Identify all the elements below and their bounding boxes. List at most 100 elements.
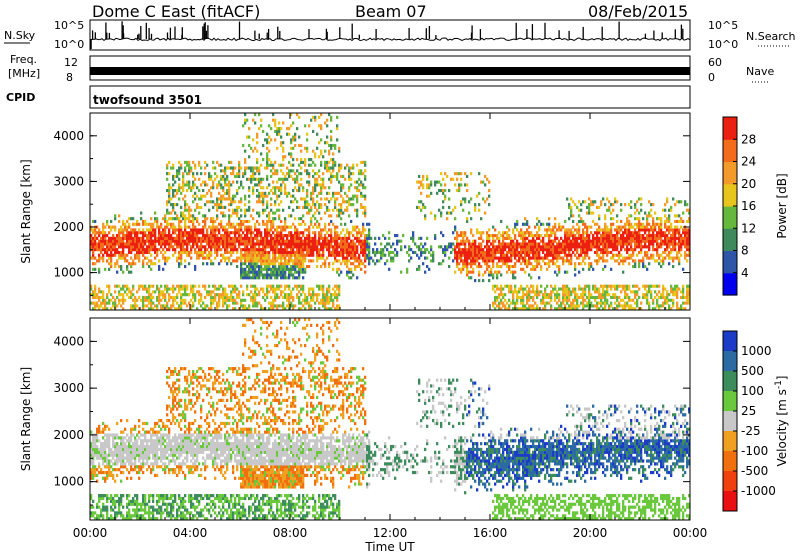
echo-cell [288,174,291,179]
echo-cell [280,270,283,274]
echo-cell [274,121,277,125]
echo-cell [250,259,253,263]
echo-cell [136,298,139,302]
echo-cell [238,174,241,179]
echo-cell [250,234,253,238]
echo-cell [178,307,181,311]
echo-cell [350,270,353,274]
echo-cell [224,242,227,246]
echo-cell [178,231,181,235]
echo-cell [426,264,429,269]
echo-cell [174,242,177,246]
echo-cell [216,250,219,255]
echo-cell [284,174,287,179]
echo-cell [96,245,99,249]
echo-cell [300,222,303,226]
echo-cell [268,163,271,167]
echo-cell [204,172,207,176]
echo-cell [208,177,211,181]
echo-cell [306,248,309,252]
echo-cell [254,262,257,266]
echo-cell [142,250,145,255]
echo-cell [230,225,233,229]
echo-cell [210,186,213,190]
echo-cell [296,188,299,193]
echo-cell [252,169,255,173]
echo-cell [310,298,313,302]
echo-cell [426,256,429,260]
echo-cell [182,197,185,201]
echo-cell [554,250,557,255]
echo-cell [234,200,237,204]
echo-cell [530,256,533,260]
echo-cell [234,301,237,305]
echo-cell [382,248,385,252]
echo-cell [254,236,257,240]
echo-cell [282,301,285,305]
echo-cell [354,256,357,260]
echo-cell [546,256,549,260]
echo-cell [254,242,257,246]
echo-cell [474,208,477,212]
echo-cell [238,245,241,249]
echo-cell [294,242,297,246]
echo-cell [178,250,181,255]
echo-cell [452,259,455,263]
echo-cell [260,307,263,311]
echo-cell [358,253,361,257]
echo-cell [562,293,565,297]
echo-cell [452,177,455,181]
echo-cell [514,290,517,294]
echo-cell [302,304,305,308]
echo-cell [236,250,239,255]
echo-cell [134,248,137,252]
echo-cell [272,222,275,226]
echo-cell [190,290,193,294]
echo-cell [310,163,313,167]
echo-cell [314,115,317,119]
echo-cell [204,214,207,218]
echo-cell [600,200,603,204]
echo-cell [148,284,151,288]
echo-cell [520,231,523,235]
echo-cell [284,191,287,195]
echo-cell [114,236,117,240]
echo-cell [578,256,581,260]
echo-cell [322,301,325,305]
echo-cell [526,248,529,252]
echo-cell [174,180,177,184]
echo-cell [122,287,125,291]
echo-cell [506,270,509,274]
echo-cell [188,169,191,173]
echo-cell [492,301,495,305]
echo-cell [602,236,605,240]
echo-cell [242,293,245,297]
echo-cell [490,273,493,277]
echo-cell [348,253,351,257]
echo-cell [346,270,349,274]
echo-cell [268,264,271,269]
echo-cell [154,250,157,255]
echo-cell [126,293,129,297]
echo-cell [180,259,183,263]
echo-cell [160,245,163,249]
echo-cell [350,253,353,257]
echo-cell [328,239,331,243]
echo-cell [328,149,331,153]
echo-cell [526,298,529,302]
echo-cell [604,264,607,269]
echo-cell [468,270,471,274]
echo-cell [334,174,337,179]
echo-cell [514,264,517,269]
echo-cell [100,250,103,255]
echo-cell [466,183,469,187]
echo-cell [474,253,477,257]
echo-cell [196,245,199,249]
echo-cell [120,250,123,255]
echo-cell [574,273,577,277]
echo-cell [258,166,261,170]
echo-cell [232,225,235,229]
echo-cell [164,287,167,291]
echo-cell [184,203,187,207]
echo-cell [180,236,183,240]
